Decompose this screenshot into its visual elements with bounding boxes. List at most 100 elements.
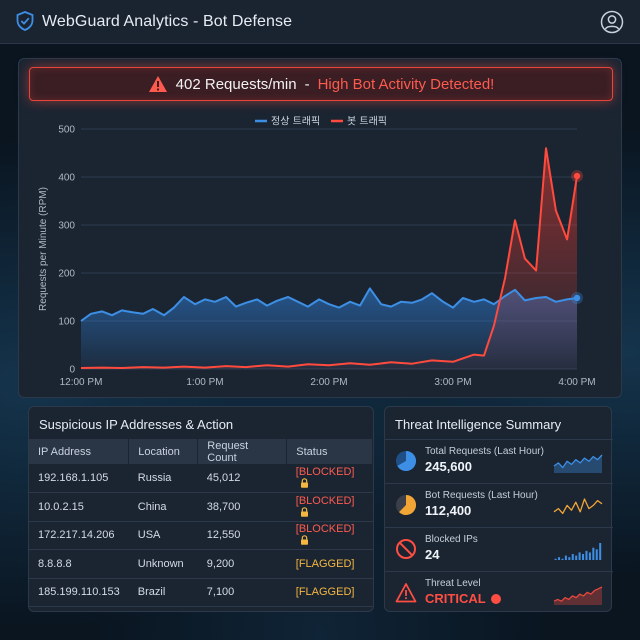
sparkline-line [553,454,603,469]
blocked-icon [396,539,416,559]
warning-icon [148,76,167,92]
sparkline-bar [564,555,567,560]
table-header-row: IP Address Location Request Count Status [29,439,373,464]
y-tick-label: 400 [58,173,75,184]
threat-level-text: CRITICAL [425,591,486,606]
y-tick-label: 500 [58,125,75,136]
threat-label: Blocked IPs [425,534,478,545]
ip-panel-title: Suspicious IP Addresses & Action [39,417,234,432]
sparkline-bar [571,554,574,560]
threat-summary-panel: Threat Intelligence Summary Total Reques… [384,406,613,615]
x-tick-label: 1:00 PM [186,377,223,388]
table-row[interactable]: 10.0.2.15 China 38,700 [BLOCKED] [29,492,373,522]
bot-traffic-end-marker [573,172,581,180]
cell-status: [BLOCKED] [286,521,373,550]
sparkline-bar [592,547,595,560]
lock-icon [300,478,308,488]
sparkline-line [553,586,603,602]
status-blocked-badge: [BLOCKED] [295,494,355,507]
normal-traffic-line [80,287,578,322]
ip-table: IP Address Location Request Count Status… [29,439,373,607]
column-header-status[interactable]: Status [286,439,373,464]
sparkline-total-requests [553,454,603,473]
cell-ip: 8.8.8.8 [29,549,129,579]
pie-chart-orange-icon [396,494,417,515]
sparkline-bar [599,543,602,560]
y-tick-label: 0 [69,365,75,376]
normal-traffic-end-marker [573,294,581,302]
sparkline-bar [561,558,564,560]
cell-count: 9,200 [197,549,287,579]
warning-triangle-icon [395,583,417,603]
cell-ip: 185.199.110.153 [29,578,129,607]
column-header-ip[interactable]: IP Address [29,439,130,464]
suspicious-ip-panel: Suspicious IP Addresses & Action IP Addr… [28,406,374,612]
threat-label: Threat Level [425,578,481,589]
cell-count: 7,100 [197,578,287,607]
shield-check-icon [16,11,34,31]
status-flagged-badge: [FLAGGED] [295,557,355,570]
cell-status: [FLAGGED] [286,549,373,579]
traffic-line-chart: 0 100 200 300 400 500 12:00 PM 1:00 PM 2:00 PM 3:… [38,116,596,389]
column-header-count[interactable]: Request Count [197,439,288,464]
x-tick-label: 4:00 PM [558,377,595,388]
cell-location: Russia [128,464,198,493]
sparkline-bar [568,557,571,560]
cell-location: Unknown [128,549,198,579]
table-row[interactable]: 185.199.110.153 Brazil 7,100 [FLAGGED] [29,578,373,607]
x-tick-label: 12:00 PM [60,377,103,388]
cell-ip: 172.217.14.206 [29,521,129,550]
y-tick-label: 100 [58,317,75,328]
threat-value: 245,600 [425,459,472,474]
sparkline-bar [588,552,591,560]
cell-ip: 192.168.1.105 [29,464,129,493]
y-tick-label: 200 [58,269,75,280]
table-row[interactable]: 192.168.1.105 Russia 45,012 [BLOCKED] [29,464,373,493]
bot-traffic-area [81,148,577,369]
threat-row-bot-requests[interactable]: Bot Requests (Last Hour) 112,400 [385,483,613,527]
sparkline-bot-requests [553,498,603,515]
app-title: WebGuard Analytics - Bot Defense [42,13,293,30]
normal-traffic-legend-label: 정상 트래픽 [271,116,320,128]
y-axis-label: Requests per Minute (RPM) [38,187,49,311]
threat-row-blocked-ips[interactable]: Blocked IPs 24 [385,527,613,571]
sparkline-blocked-ips [554,543,602,560]
lock-icon [300,506,308,517]
sparkline-bar [585,550,588,560]
bot-traffic-legend-label: 봇 트래픽 [347,116,387,128]
sparkline-area [554,455,602,473]
status-blocked-badge: [BLOCKED] [295,466,355,478]
threat-panel-title: Threat Intelligence Summary [395,417,562,432]
threat-label: Bot Requests (Last Hour) [425,490,538,501]
table-row[interactable]: 172.217.14.206 USA 12,550 [BLOCKED] [29,521,373,550]
y-tick-label: 300 [58,221,75,232]
sparkline-bar [558,557,561,560]
cell-count: 12,550 [197,521,287,550]
bot-alert-banner: 402 Requests/min - High Bot Activity Det… [29,67,613,101]
cell-location: Brazil [128,578,198,607]
table-row[interactable]: 8.8.8.8 Unknown 9,200 [FLAGGED] [29,549,373,579]
cell-location: USA [128,521,198,550]
bot-traffic-line [80,147,578,369]
column-header-location[interactable]: Location [128,439,199,464]
cell-location: China [128,492,198,522]
threat-level-value: CRITICAL [425,591,501,606]
alert-message: High Bot Activity Detected! [317,75,495,93]
threat-row-total-requests[interactable]: Total Requests (Last Hour) 245,600 [385,439,613,483]
pie-chart-icon [396,451,417,471]
sparkline-threat-level [553,586,603,605]
threat-value: 24 [425,547,440,562]
threat-row-threat-level[interactable]: Threat Level CRITICAL [385,571,613,615]
status-flagged-badge: [FLAGGED] [295,586,355,599]
threat-label: Total Requests (Last Hour) [425,446,544,457]
sparkline-line [553,498,603,515]
threat-value: 112,400 [425,503,472,518]
user-profile-icon[interactable] [600,10,624,34]
sparkline-bar [575,555,578,560]
x-tick-label: 3:00 PM [434,377,471,388]
sparkline-bar [582,554,585,560]
cell-status: [FLAGGED] [286,578,373,607]
sparkline-bar [554,558,557,560]
app-header: WebGuard Analytics - Bot Defense [0,0,640,44]
status-blocked-badge: [BLOCKED] [295,523,355,536]
